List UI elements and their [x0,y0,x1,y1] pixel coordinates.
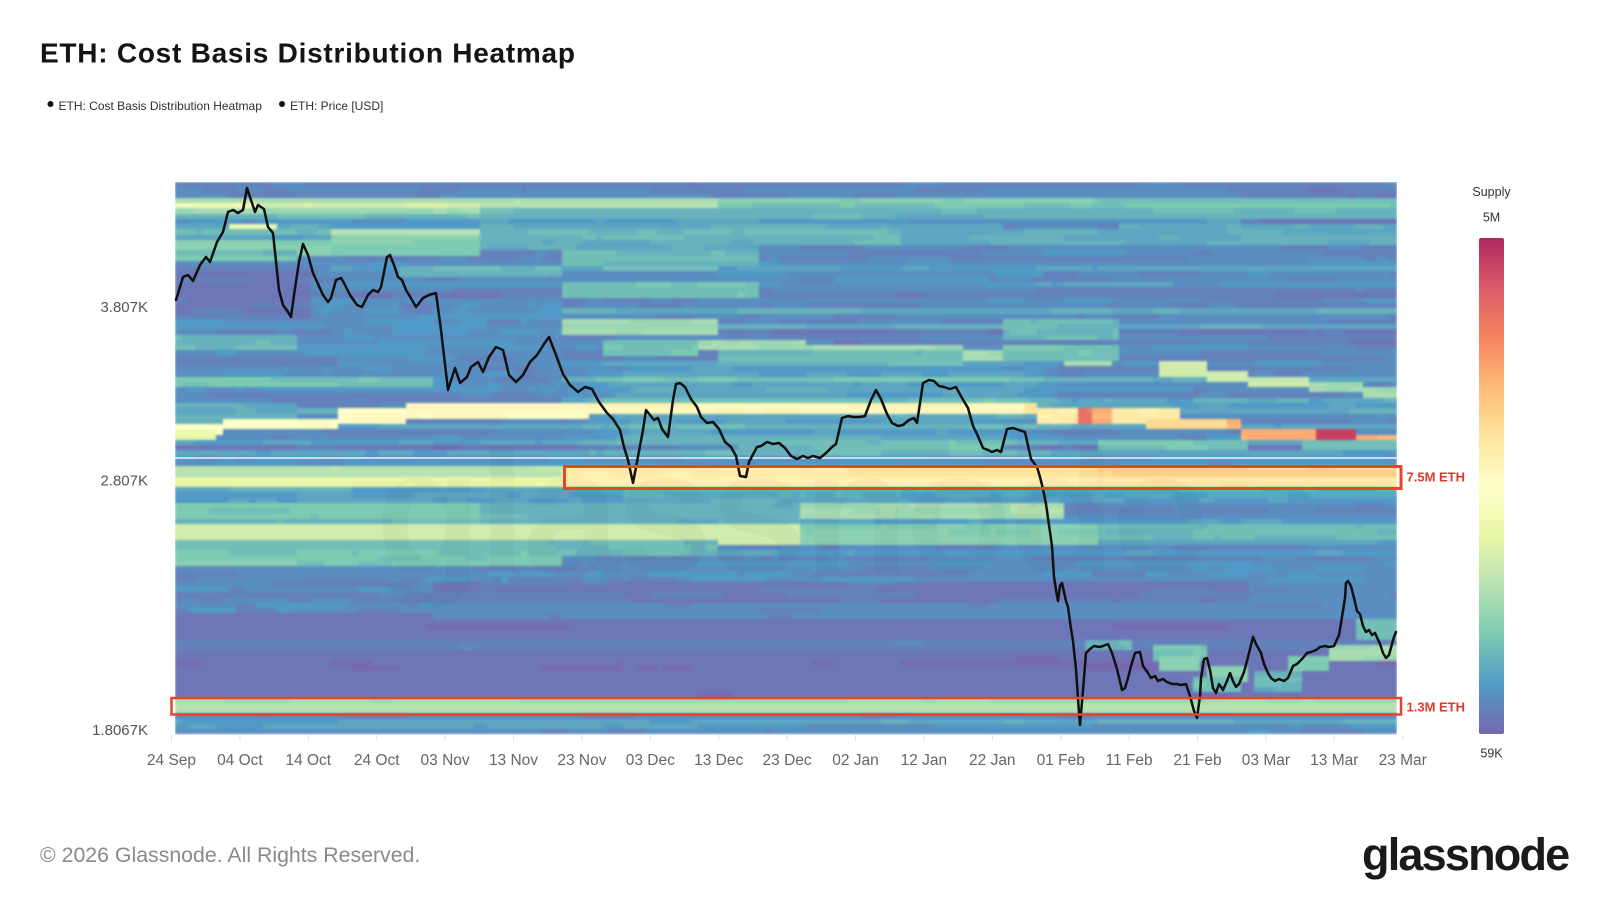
svg-text:13 Mar: 13 Mar [1310,752,1358,769]
svg-text:12 Jan: 12 Jan [901,752,948,769]
svg-text:Supply: Supply [1472,185,1511,199]
svg-text:13 Nov: 13 Nov [489,752,538,769]
svg-text:01 Feb: 01 Feb [1037,752,1085,769]
svg-text:11 Feb: 11 Feb [1106,752,1153,769]
svg-text:21 Feb: 21 Feb [1173,752,1221,769]
svg-text:23 Nov: 23 Nov [557,752,606,769]
svg-text:03 Dec: 03 Dec [626,752,675,769]
svg-text:23 Mar: 23 Mar [1379,752,1427,769]
svg-text:2.807K: 2.807K [100,473,148,490]
svg-text:03 Mar: 03 Mar [1242,752,1290,769]
svg-text:glassnode: glassnode [1362,829,1569,880]
svg-text:ETH: Price [USD]: ETH: Price [USD] [290,99,383,113]
svg-text:© 2026 Glassnode. All Rights R: © 2026 Glassnode. All Rights Reserved. [40,843,420,867]
svg-text:24 Oct: 24 Oct [354,752,400,769]
svg-text:04 Oct: 04 Oct [217,752,263,769]
svg-text:13 Dec: 13 Dec [694,752,743,769]
svg-text:23 Dec: 23 Dec [763,752,812,769]
svg-text:14 Oct: 14 Oct [285,752,331,769]
svg-text:3.807K: 3.807K [100,299,148,316]
svg-text:5M: 5M [1483,211,1500,225]
svg-text:ETH: Cost Basis Distribution H: ETH: Cost Basis Distribution Heatmap [59,99,263,113]
svg-text:03 Nov: 03 Nov [421,752,470,769]
svg-text:7.5M ETH: 7.5M ETH [1407,470,1466,485]
svg-text:glassnode: glassnode [375,415,1205,610]
svg-text:ETH: Cost Basis Distribution H: ETH: Cost Basis Distribution Heatmap [40,38,576,69]
svg-text:1.3M ETH: 1.3M ETH [1407,700,1466,715]
svg-text:02 Jan: 02 Jan [832,752,879,769]
svg-text:1.8067K: 1.8067K [92,722,148,739]
svg-text:22 Jan: 22 Jan [969,752,1016,769]
svg-text:59K: 59K [1480,747,1503,761]
svg-text:24 Sep: 24 Sep [147,752,196,769]
